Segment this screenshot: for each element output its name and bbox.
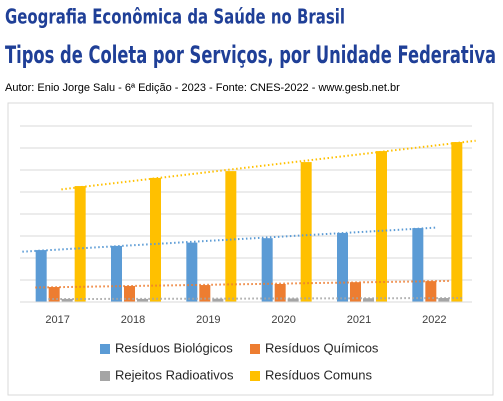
bar — [363, 298, 374, 302]
legend-swatch — [100, 371, 110, 381]
bar — [212, 298, 224, 302]
chart-subtitle: Tipos de Coleta por Serviços, por Unidad… — [5, 41, 496, 69]
bar — [274, 283, 286, 302]
legend-swatch — [100, 344, 110, 354]
legend-label: Resíduos Comuns — [265, 367, 372, 382]
bar — [111, 245, 122, 302]
x-tick-label: 2021 — [347, 314, 371, 326]
bar — [137, 298, 148, 302]
bar — [451, 142, 463, 302]
x-tick-label: 2019 — [196, 314, 220, 326]
bar — [300, 162, 312, 302]
source-note: Autor: Enio Jorge Salu - 6ª Edição - 202… — [5, 82, 400, 94]
chart-title: Geografia Econômica da Saúde no Brasil — [5, 5, 345, 29]
x-tick-label: 2017 — [45, 314, 69, 326]
x-tick-label: 2022 — [422, 314, 446, 326]
x-tick-label: 2020 — [271, 314, 295, 326]
bar — [350, 282, 361, 302]
trendline — [22, 226, 437, 253]
bar — [199, 285, 211, 302]
bar — [74, 186, 86, 302]
bar — [376, 151, 387, 302]
bar — [186, 242, 198, 302]
legend-swatch — [250, 344, 260, 354]
bar — [124, 285, 135, 302]
bar — [425, 281, 437, 302]
trendline — [61, 139, 476, 191]
trendline — [48, 297, 463, 301]
bar — [35, 250, 47, 302]
x-tick-label: 2018 — [121, 314, 145, 326]
legend-swatch — [250, 371, 260, 381]
trendline — [35, 279, 450, 289]
bar — [412, 228, 424, 302]
legend-label: Resíduos Biológicos — [115, 340, 233, 355]
bar — [48, 287, 60, 302]
bar — [261, 238, 273, 302]
bar — [287, 298, 299, 302]
bar — [225, 171, 237, 302]
bar — [150, 177, 161, 302]
bar — [438, 298, 450, 302]
legend-label: Rejeitos Radioativos — [115, 367, 234, 382]
legend-label: Resíduos Químicos — [265, 340, 379, 355]
bar — [61, 298, 73, 302]
bar — [337, 232, 348, 302]
